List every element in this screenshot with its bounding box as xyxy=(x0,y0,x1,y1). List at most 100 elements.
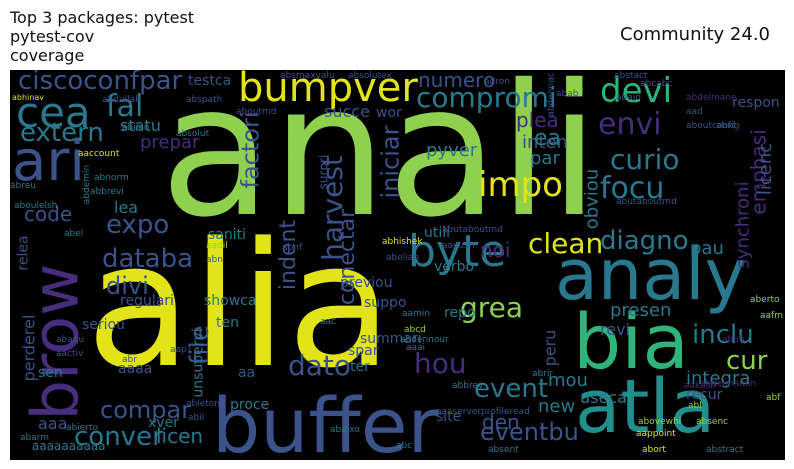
cloud-word: cea xyxy=(16,88,91,137)
cloud-word: abdennour xyxy=(400,335,449,345)
cloud-word: abr xyxy=(122,355,137,365)
cloud-word: pyver xyxy=(426,140,478,161)
cloud-word: site xyxy=(436,409,462,425)
cloud-word: compromi xyxy=(416,81,557,114)
cloud-word: revi xyxy=(600,320,630,339)
cloud-word: summari xyxy=(360,331,422,347)
cloud-word: respon xyxy=(732,95,780,111)
cloud-word: useca xyxy=(580,388,627,407)
cloud-word: abdemin xyxy=(82,164,93,205)
cloud-word: ableton xyxy=(186,399,221,409)
cloud-word: abhinav xyxy=(12,93,44,102)
cloud-word: byte xyxy=(408,226,507,277)
cloud-word: abab xyxy=(556,89,579,99)
cloud-word: impo xyxy=(478,165,563,205)
cloud-word: integra xyxy=(686,368,751,389)
cloud-word: peru xyxy=(540,329,560,367)
chart-title-left: Top 3 packages: pytest pytest-cov covera… xyxy=(10,8,195,65)
cloud-word: ari xyxy=(12,129,85,194)
cloud-word: proce xyxy=(230,397,270,413)
cloud-word: abaixo xyxy=(330,425,360,435)
cloud-word: ten xyxy=(216,315,239,331)
cloud-word: aap1 xyxy=(170,345,193,355)
cloud-word: wor xyxy=(376,105,402,121)
cloud-word: fal xyxy=(106,89,144,124)
cloud-word: mou xyxy=(548,370,588,391)
cloud-word: licen xyxy=(156,424,204,448)
cloud-word: verbo xyxy=(434,259,475,275)
cloud-word: abl xyxy=(688,401,702,411)
cloud-word: conver xyxy=(74,422,163,452)
cloud-word: succe xyxy=(324,102,370,121)
cloud-word: statu xyxy=(120,116,161,135)
cloud-word: grea xyxy=(460,291,524,324)
cloud-word: eventbu xyxy=(480,418,579,446)
cloud-word: par xyxy=(530,148,560,169)
cloud-word: pau xyxy=(690,238,724,259)
cloud-word: absent xyxy=(488,445,519,455)
cloud-word: extern xyxy=(20,118,104,148)
cloud-word: aaa xyxy=(38,414,68,433)
cloud-word: aboulelsh xyxy=(14,201,58,211)
cloud-word: aa xyxy=(238,365,256,381)
word-cloud: anali alia buffer brow analy bia atla bu… xyxy=(10,70,785,460)
cloud-word: surpri xyxy=(316,154,331,190)
cloud-word: unsupervi xyxy=(190,328,207,398)
cloud-word: previou xyxy=(340,275,393,291)
cloud-word: bumpver xyxy=(238,70,418,111)
cloud-word: envi xyxy=(598,107,662,142)
cloud-word: abstact xyxy=(614,71,648,81)
cloud-word: absenc xyxy=(696,417,729,427)
cloud-word: absolutex xyxy=(348,71,392,81)
cloud-word: aappoint xyxy=(636,429,676,439)
cloud-word: indent xyxy=(276,219,302,291)
cloud-word: anali xyxy=(160,70,600,257)
cloud-word: abort xyxy=(642,445,666,455)
cloud-word: expo xyxy=(106,210,170,240)
cloud-word: abbb xyxy=(722,335,745,345)
cloud-word: licenc xyxy=(755,142,777,196)
cloud-word: abil xyxy=(188,413,205,423)
cloud-word: abutaboutmd xyxy=(442,225,503,235)
cloud-word: showca xyxy=(204,293,257,309)
cloud-word: abreu xyxy=(10,181,36,191)
cloud-word: noi xyxy=(480,238,511,262)
cloud-word: ea xyxy=(534,126,562,151)
cloud-word: plea xyxy=(516,108,559,132)
cloud-word: code xyxy=(24,202,73,226)
cloud-word: dato xyxy=(288,349,352,382)
cloud-word: utili xyxy=(424,225,451,241)
cloud-word: abrir xyxy=(532,369,554,379)
cloud-word: abid xyxy=(716,121,736,131)
cloud-word: event xyxy=(474,374,549,404)
cloud-word: aactiv xyxy=(56,349,84,359)
cloud-word: compar xyxy=(100,396,192,424)
cloud-word: abhishek xyxy=(382,237,423,247)
cloud-word: prepar xyxy=(140,132,200,153)
cloud-word: aaai xyxy=(406,343,426,353)
cloud-word: cur xyxy=(726,346,768,376)
cloud-word: abajo xyxy=(616,93,641,103)
cloud-word: databa xyxy=(102,244,193,274)
cloud-word: abel xyxy=(64,229,84,239)
cloud-word: testca xyxy=(188,73,232,89)
cloud-word: aaaaaaaaaa xyxy=(32,439,106,453)
cloud-word: aboutconfig xyxy=(686,121,740,131)
cloud-word: devi xyxy=(600,71,673,111)
cloud-word: bia xyxy=(573,297,689,386)
cloud-word: inclu xyxy=(692,320,754,350)
cloud-word: ciscoconfpar xyxy=(18,70,183,96)
cloud-word: abaqu xyxy=(56,335,85,345)
cloud-word: spar xyxy=(348,343,379,359)
cloud-word: obviou xyxy=(581,168,603,230)
cloud-word: new xyxy=(538,396,576,417)
cloud-word: abf xyxy=(766,393,781,403)
cloud-word: abstract xyxy=(706,445,744,455)
cloud-word: atla xyxy=(575,364,716,450)
cloud-word: aadil xyxy=(206,241,228,251)
cloud-word: abnorm xyxy=(94,173,129,183)
cloud-word: xver xyxy=(148,415,179,431)
cloud-word: aakash xyxy=(684,381,716,391)
cloud-word: absolut xyxy=(176,129,210,139)
cloud-word: abbrev xyxy=(452,381,484,391)
